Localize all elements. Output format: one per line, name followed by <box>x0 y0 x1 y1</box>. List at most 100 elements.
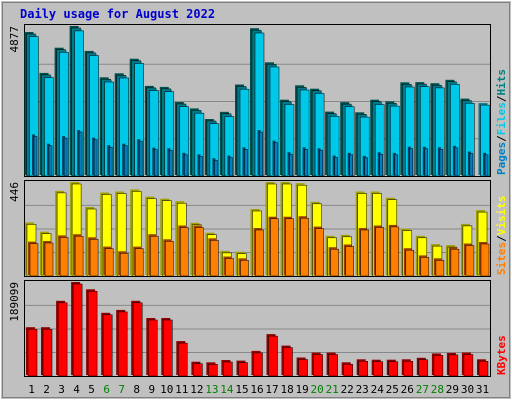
day-label: 13 <box>205 383 218 396</box>
day-label: 31 <box>476 383 489 396</box>
bar-shadow <box>77 130 81 175</box>
legend-kbytes: KBytes <box>495 335 508 375</box>
day-label: 9 <box>148 383 155 396</box>
bar-sites <box>104 248 114 277</box>
y-max-label: 4877 <box>8 26 21 53</box>
legend-files: Files <box>495 102 508 135</box>
bar-pages <box>409 148 414 177</box>
bar-kbytes <box>193 363 203 377</box>
bar-shadow <box>317 148 321 175</box>
day-label: 14 <box>220 383 234 396</box>
bar-pages <box>184 154 188 177</box>
legend-visits: Visits <box>495 196 508 236</box>
legend-sites: Sites <box>495 242 508 275</box>
bar-shadow <box>437 147 441 175</box>
bar-sites <box>240 260 249 277</box>
panel-legend: Sites/Visits <box>495 196 508 276</box>
bar-pages <box>364 157 368 177</box>
y-max-label: 189099 <box>8 282 21 322</box>
bar-sites <box>29 243 39 277</box>
bar-sites <box>285 218 294 277</box>
day-label: 10 <box>160 383 173 396</box>
bar-pages <box>469 153 474 177</box>
bar-sites <box>405 249 415 277</box>
day-label: 28 <box>431 383 444 396</box>
bar-kbytes <box>253 352 263 377</box>
bar-pages <box>108 146 113 177</box>
bar-shadow <box>452 145 456 175</box>
day-label: 18 <box>280 383 293 396</box>
bar-kbytes <box>178 342 188 377</box>
bar-kbytes <box>373 361 383 377</box>
bar-shadow <box>197 154 201 175</box>
series-kbytes <box>26 282 489 377</box>
bar-kbytes <box>223 361 233 377</box>
bar-sites <box>465 245 475 277</box>
legend-separator: / <box>495 235 508 242</box>
bar-shadow <box>332 155 336 175</box>
bar-kbytes <box>313 354 323 377</box>
bar-shadow <box>347 152 351 175</box>
day-label: 3 <box>58 383 65 396</box>
bar-kbytes <box>418 359 429 377</box>
bar-shadow <box>32 134 35 175</box>
chart-title: Daily usage for August 2022 <box>20 7 215 21</box>
day-label: 7 <box>118 383 125 396</box>
bar-pages <box>244 149 248 177</box>
bar-sites <box>165 241 174 277</box>
bar-shadow <box>377 152 381 175</box>
bar-pages <box>48 145 53 177</box>
day-label: 1 <box>28 383 35 396</box>
bar-sites <box>59 237 69 277</box>
bar-pages <box>169 149 173 177</box>
bar-sites <box>360 229 369 277</box>
legend-pages: Pages <box>495 142 508 175</box>
bar-pages <box>394 154 399 177</box>
day-label: 8 <box>133 383 140 396</box>
bar-shadow <box>122 143 126 175</box>
bar-sites <box>390 226 400 277</box>
bar-shadow <box>242 147 246 175</box>
bar-kbytes <box>27 328 38 377</box>
bar-shadow <box>47 143 50 175</box>
bar-pages <box>259 131 263 177</box>
chart-border-inner <box>2 2 510 398</box>
y-max-label: 446 <box>8 182 21 202</box>
bar-kbytes <box>343 364 353 377</box>
bar-sites <box>44 242 54 277</box>
bar-kbytes <box>298 359 308 377</box>
bar-kbytes <box>208 364 218 377</box>
day-label: 4 <box>73 383 80 396</box>
bar-sites <box>420 257 430 277</box>
bar-pages <box>289 153 293 177</box>
series-files <box>27 28 490 177</box>
bar-pages <box>334 157 338 177</box>
bar-kbytes <box>102 314 113 377</box>
panel-frame <box>24 180 491 277</box>
bar-pages <box>229 157 233 177</box>
bar-sites <box>300 217 309 277</box>
bar-sites <box>375 227 384 277</box>
panel-visits-sites: 446 Sites/Visits <box>8 180 508 277</box>
bar-sites <box>450 248 460 277</box>
bar-kbytes <box>388 361 399 377</box>
bar-sites <box>74 235 84 277</box>
bar-shadow <box>287 152 291 175</box>
bar-sites <box>180 227 189 277</box>
panel-legend: Pages/Files/Hits <box>495 69 508 175</box>
bar-sites <box>480 243 490 277</box>
day-label: 12 <box>190 383 203 396</box>
bar-shadow <box>227 155 231 175</box>
bar-sites <box>315 228 324 277</box>
bar-kbytes <box>117 311 128 377</box>
bar-kbytes <box>163 319 173 377</box>
bar-pages <box>274 142 278 177</box>
bar-sites <box>435 260 445 277</box>
bar-shadow <box>107 145 111 175</box>
bar-sites <box>210 240 219 277</box>
day-label: 20 <box>310 383 323 396</box>
bar-kbytes <box>433 355 444 377</box>
bar-sites <box>270 218 279 277</box>
bar-pages <box>123 145 128 177</box>
